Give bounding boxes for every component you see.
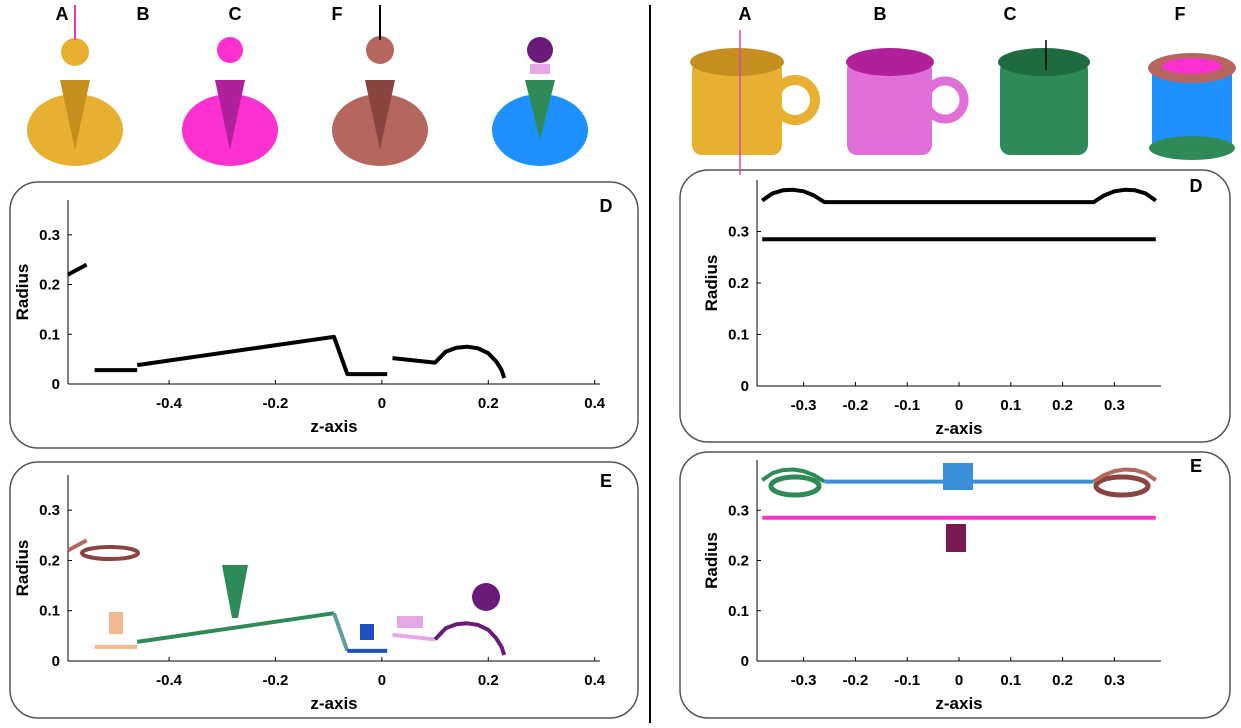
profile-line [435, 623, 504, 655]
profile-line [68, 265, 504, 378]
y-tick-label: 0 [52, 653, 60, 670]
figure: A B C F A B C F 0 0.1 0.2 0.3 -0.4 -0.2 0 0.2 0.4 z-axis R… [0, 0, 1241, 723]
x-tick-label: -0.4 [156, 395, 183, 412]
profile-line [393, 635, 436, 640]
x-tick-label: -0.2 [842, 397, 868, 414]
y-tick-label: 0 [52, 376, 60, 393]
x-tick-label: 0 [378, 672, 386, 689]
render-label: C [229, 4, 242, 24]
x-tick-label: 0.1 [1000, 672, 1021, 689]
render-label: A [56, 4, 69, 24]
x-axis-label: z-axis [935, 419, 982, 438]
x-tick-label: -0.1 [894, 672, 920, 689]
x-tick-label: 0.3 [1104, 397, 1125, 414]
x-tick-label: -0.4 [156, 672, 183, 689]
y-axis-label: Radius [13, 264, 32, 321]
y-axis-label: Radius [702, 255, 721, 312]
y-tick-label: 0 [741, 378, 749, 395]
x-tick-label: 0.4 [584, 395, 606, 412]
y-tick-label: 0.2 [728, 275, 749, 292]
x-tick-label: -0.2 [842, 672, 868, 689]
x-tick-label: -0.2 [263, 672, 289, 689]
render-label: B [874, 4, 887, 24]
y-tick-label: 0.2 [728, 553, 749, 570]
x-axis-label: z-axis [310, 694, 357, 713]
y-tick-label: 0.2 [39, 277, 60, 294]
y-tick-label: 0.3 [39, 227, 60, 244]
panel-frames [10, 170, 1230, 718]
x-tick-label: -0.2 [263, 395, 289, 412]
x-tick-label: -0.3 [791, 672, 817, 689]
x-axis-label: z-axis [935, 694, 982, 713]
y-tick-label: 0.1 [728, 603, 749, 620]
profile-line [334, 613, 347, 651]
x-tick-label: -0.1 [894, 397, 920, 414]
y-tick-label: 0 [741, 653, 749, 670]
x-axis-label: z-axis [310, 417, 357, 436]
right-renders [690, 30, 1236, 175]
y-axis-label: Radius [13, 540, 32, 597]
render-label: A [739, 4, 752, 24]
x-tick-label: 0.2 [1052, 397, 1073, 414]
x-tick-label: 0 [955, 397, 963, 414]
x-tick-label: -0.3 [791, 397, 817, 414]
y-tick-label: 0.3 [728, 502, 749, 519]
panel-label: E [1190, 456, 1202, 476]
render-label: F [332, 4, 343, 24]
panel-label: E [600, 471, 612, 491]
x-tick-label: 0 [378, 395, 386, 412]
render-label: F [1175, 4, 1186, 24]
y-axis-label: Radius [702, 532, 721, 589]
x-tick-label: 0.2 [478, 672, 499, 689]
y-tick-label: 0.1 [39, 326, 60, 343]
y-tick-label: 0.2 [39, 552, 60, 569]
y-tick-label: 0.1 [39, 603, 60, 620]
render-label: C [1004, 4, 1017, 24]
profile-line [762, 190, 1156, 202]
x-tick-label: 0.4 [584, 672, 606, 689]
y-tick-label: 0.1 [728, 327, 749, 344]
y-tick-label: 0.3 [39, 502, 60, 519]
x-tick-label: 0.3 [1104, 672, 1125, 689]
y-tick-label: 0.3 [728, 224, 749, 241]
x-tick-label: 0.2 [1052, 672, 1073, 689]
panel-label: D [1190, 176, 1203, 196]
render-label: B [137, 4, 150, 24]
left-renders [27, 5, 588, 166]
panel-label: D [600, 196, 613, 216]
e-icons [82, 463, 1148, 640]
x-tick-label: 0.2 [478, 395, 499, 412]
x-tick-label: 0 [955, 672, 963, 689]
x-tick-label: 0.1 [1000, 397, 1021, 414]
